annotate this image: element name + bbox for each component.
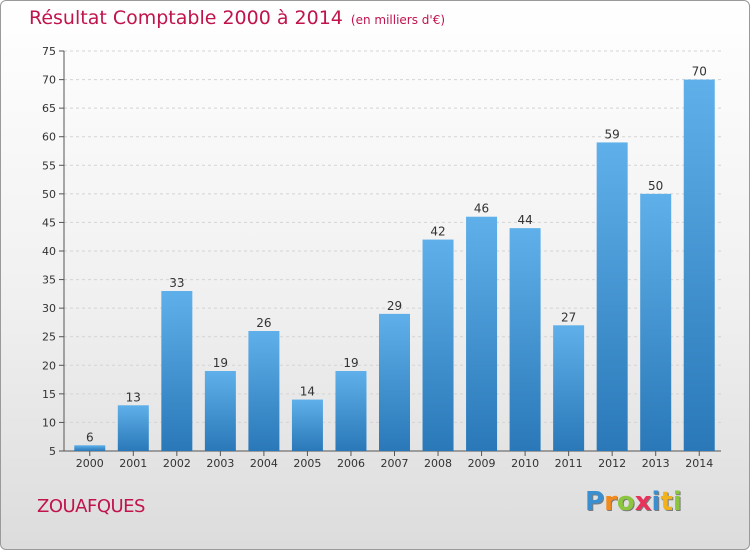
x-tick-label: 2008 (424, 457, 452, 470)
x-tick-label: 2014 (685, 457, 713, 470)
chart-title-text: Résultat Comptable 2000 à 2014 (29, 7, 343, 29)
bar (248, 331, 280, 451)
logo-letter: i (672, 487, 682, 517)
commune-name: ZOUAFQUES (37, 496, 145, 517)
bars (74, 79, 715, 452)
x-tick-label: 2001 (119, 457, 147, 470)
bar (640, 193, 672, 451)
bar (204, 371, 236, 451)
bar (335, 371, 367, 451)
bar (422, 239, 454, 451)
x-tick-label: 2013 (642, 457, 670, 470)
data-label: 6 (86, 430, 94, 444)
x-tick-label: 2002 (163, 457, 191, 470)
data-label: 50 (648, 179, 663, 193)
y-tick-label: 25 (42, 331, 56, 344)
y-tick-label: 40 (42, 245, 56, 258)
y-tick-label: 50 (42, 188, 56, 201)
x-tick-label: 2009 (468, 457, 496, 470)
bar (74, 445, 106, 451)
data-label: 42 (430, 225, 445, 239)
data-label: 14 (300, 385, 315, 399)
chart-title: Résultat Comptable 2000 à 2014 (en millie… (29, 7, 445, 29)
bar (683, 79, 715, 452)
y-tick-label: 55 (42, 159, 56, 172)
logo-letter: P (585, 487, 605, 517)
logo-letter: o (616, 487, 635, 517)
y-tick-label: 20 (42, 359, 56, 372)
logo-letter: r (604, 487, 617, 517)
y-tick-label: 75 (42, 45, 56, 58)
y-tick-label: 70 (42, 74, 56, 87)
chart-subtitle: (en milliers d'€) (350, 13, 446, 27)
y-tick-label: 15 (42, 388, 56, 401)
bar (117, 405, 149, 451)
labels: 2000 6 2001 13 2002 33 2003 19 2004 26 2005 14 2006 1… (76, 65, 713, 470)
data-label: 46 (474, 202, 489, 216)
data-label: 13 (126, 390, 141, 404)
logo-letter: t (660, 487, 673, 517)
data-label: 44 (517, 213, 532, 227)
y-tick-label: 35 (42, 274, 56, 287)
y-tick-label: 65 (42, 102, 56, 115)
data-label: 27 (561, 310, 576, 324)
data-label: 19 (213, 356, 228, 370)
axes: 5 10 15 20 25 30 35 40 45 50 55 60 65 70 75 (42, 45, 721, 458)
x-tick-label: 2000 (76, 457, 104, 470)
logo-letter: x (634, 487, 652, 517)
x-tick-label: 2010 (511, 457, 539, 470)
x-tick-label: 2006 (337, 457, 365, 470)
bar (596, 142, 628, 451)
x-tick-label: 2005 (293, 457, 321, 470)
data-label: 26 (256, 316, 271, 330)
bar (553, 325, 585, 451)
y-tick-label: 30 (42, 302, 56, 315)
logo-letter: i (651, 487, 661, 517)
data-label: 59 (605, 127, 620, 141)
proxiti-logo: Proxiti (585, 487, 682, 517)
x-tick-label: 2003 (206, 457, 234, 470)
bar (291, 399, 323, 451)
data-label: 70 (692, 65, 707, 79)
data-label: 29 (387, 299, 402, 313)
bar (509, 228, 541, 451)
bar (379, 313, 410, 451)
bar (466, 216, 498, 451)
x-tick-label: 2007 (381, 457, 409, 470)
data-label: 19 (343, 356, 358, 370)
y-tick-label: 45 (42, 216, 56, 229)
x-tick-label: 2004 (250, 457, 278, 470)
y-tick-label: 5 (49, 445, 56, 458)
data-label: 33 (169, 276, 184, 290)
x-tick-label: 2012 (598, 457, 626, 470)
x-tick-label: 2011 (555, 457, 583, 470)
y-tick-label: 60 (42, 131, 56, 144)
bar (161, 291, 193, 451)
y-tick-label: 10 (42, 416, 56, 429)
